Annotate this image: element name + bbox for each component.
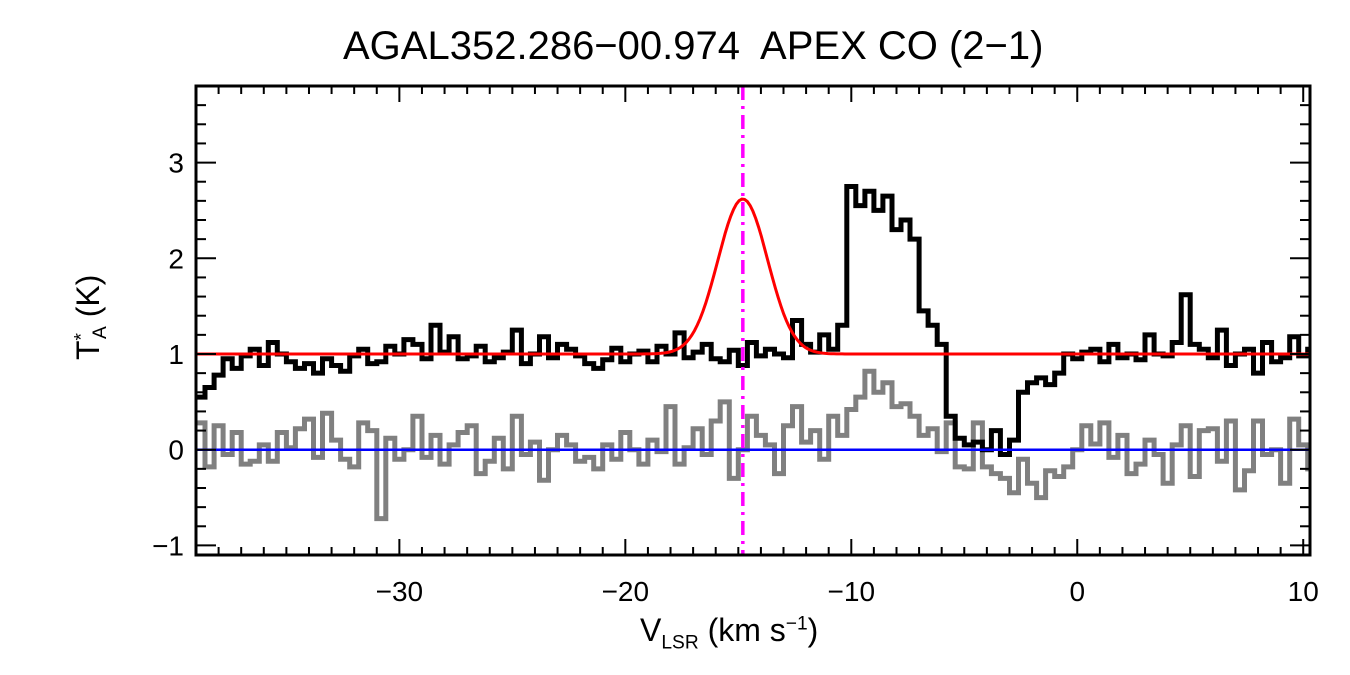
x-label-end: ) — [807, 612, 819, 648]
y-label-rest: (K) — [70, 274, 106, 327]
x-label-main: V — [640, 612, 662, 648]
x-tick-label: −10 — [828, 576, 876, 607]
x-label-rest: (km s — [698, 612, 786, 648]
y-label-sub: A — [90, 326, 112, 339]
x-tick-label: 10 — [1288, 576, 1319, 607]
x-tick-label: 0 — [1069, 576, 1085, 607]
x-label-sub: LSR — [661, 632, 699, 654]
y-tick-label: 3 — [168, 148, 184, 179]
y-axis-label: T*A (K) — [70, 275, 112, 360]
x-tick-label: −20 — [602, 576, 650, 607]
y-tick-label: −1 — [152, 530, 184, 561]
chart-title: AGAL352.286−00.974 APEX CO (2−1) — [343, 24, 1044, 68]
x-label-sup: −1 — [785, 613, 808, 635]
plot-frame — [194, 84, 1312, 557]
residual-line — [196, 368, 1310, 522]
x-axis-label: VLSR (km s−1) — [640, 612, 818, 654]
axes-frame — [194, 84, 1312, 557]
overlay-layer — [196, 86, 1310, 555]
y-tick-label: 0 — [168, 435, 184, 466]
spectrum-line-co — [196, 184, 1310, 457]
gaussian-fit-line — [196, 197, 1310, 356]
y-label-main: T — [70, 340, 106, 360]
x-tick-label: −30 — [376, 576, 424, 607]
y-tick-label: 1 — [168, 339, 184, 370]
y-tick-label: 2 — [168, 243, 184, 274]
